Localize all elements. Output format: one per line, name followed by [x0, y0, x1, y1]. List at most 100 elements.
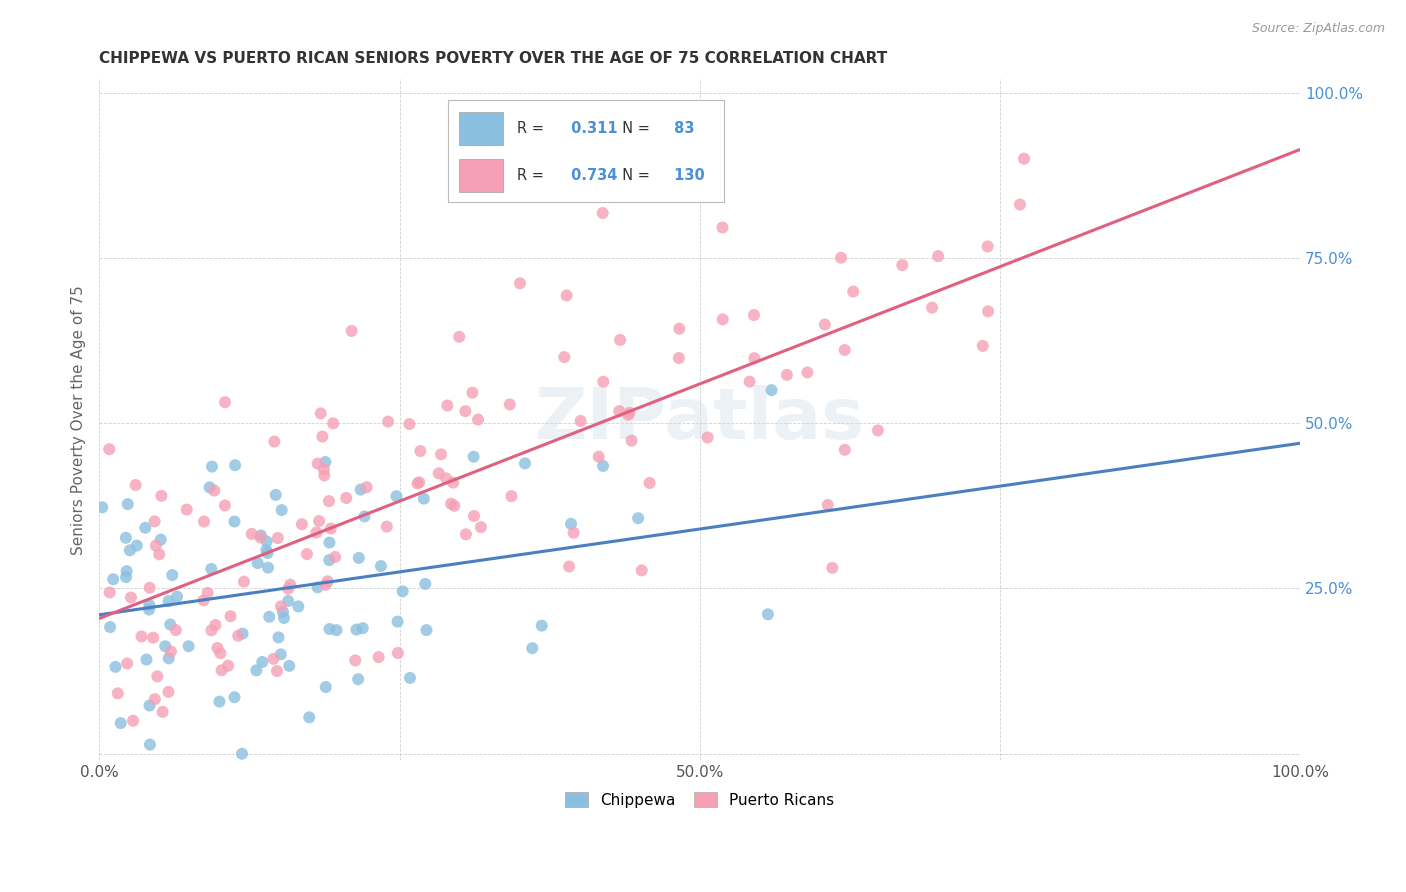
Point [314, 578, 336, 592]
Point [278, 577, 301, 591]
Point [921, 301, 943, 315]
Point [277, 594, 299, 608]
Point [711, 220, 734, 235]
Point [314, 455, 336, 469]
Point [115, 657, 138, 671]
Point [553, 350, 575, 364]
Point [696, 430, 718, 444]
Point [270, 648, 292, 662]
Point [318, 553, 340, 567]
Point [415, 623, 437, 637]
Legend: Chippewa, Puerto Ricans: Chippewa, Puerto Ricans [560, 786, 841, 814]
Point [319, 522, 342, 536]
Point [159, 617, 181, 632]
Point [98, 620, 121, 634]
Point [224, 690, 246, 705]
Point [295, 547, 318, 561]
Point [347, 550, 370, 565]
Point [449, 330, 471, 344]
Point [385, 489, 408, 503]
Point [117, 497, 139, 511]
Point [193, 593, 215, 607]
Point [266, 664, 288, 678]
Point [257, 609, 280, 624]
Point [434, 471, 457, 485]
Point [796, 366, 818, 380]
Point [501, 489, 523, 503]
Point [115, 564, 138, 578]
Point [309, 406, 332, 420]
Point [176, 502, 198, 516]
Text: CHIPPEWA VS PUERTO RICAN SENIORS POVERTY OVER THE AGE OF 75 CORRELATION CHART: CHIPPEWA VS PUERTO RICAN SENIORS POVERTY… [100, 51, 887, 66]
Point [499, 397, 522, 411]
Point [307, 580, 329, 594]
Point [214, 499, 236, 513]
Point [148, 547, 170, 561]
Point [842, 285, 865, 299]
Point [101, 572, 124, 586]
Point [98, 585, 121, 599]
Point [454, 527, 477, 541]
Point [315, 680, 337, 694]
Point [249, 531, 271, 545]
Point [142, 631, 165, 645]
Point [440, 497, 463, 511]
Point [200, 562, 222, 576]
Point [509, 277, 531, 291]
Point [316, 574, 339, 589]
Point [204, 618, 226, 632]
Point [607, 404, 630, 418]
Point [165, 623, 187, 637]
Point [273, 611, 295, 625]
Point [413, 577, 436, 591]
Point [305, 525, 328, 540]
Point [711, 312, 734, 326]
Point [146, 669, 169, 683]
Point [436, 399, 458, 413]
Point [277, 582, 299, 596]
Point [609, 333, 631, 347]
Point [157, 651, 180, 665]
Point [193, 515, 215, 529]
Point [138, 602, 160, 616]
Point [134, 521, 156, 535]
Point [377, 415, 399, 429]
Point [325, 623, 347, 637]
Point [314, 468, 336, 483]
Point [761, 383, 783, 397]
Point [347, 672, 370, 686]
Point [197, 586, 219, 600]
Point [356, 480, 378, 494]
Point [125, 539, 148, 553]
Point [145, 539, 167, 553]
Point [143, 692, 166, 706]
Point [638, 475, 661, 490]
Point [107, 686, 129, 700]
Point [592, 375, 614, 389]
Point [387, 615, 409, 629]
Point [592, 458, 614, 473]
Point [977, 304, 1000, 318]
Point [118, 543, 141, 558]
Point [742, 308, 765, 322]
Point [560, 516, 582, 531]
Point [254, 543, 277, 558]
Point [307, 457, 329, 471]
Point [619, 406, 641, 420]
Point [588, 450, 610, 464]
Point [555, 288, 578, 302]
Point [202, 483, 225, 498]
Point [821, 561, 844, 575]
Point [408, 475, 430, 490]
Point [318, 535, 340, 549]
Point [318, 494, 340, 508]
Point [454, 404, 477, 418]
Point [470, 520, 492, 534]
Point [441, 475, 464, 490]
Point [522, 641, 544, 656]
Point [398, 417, 420, 431]
Point [257, 560, 280, 574]
Point [738, 375, 761, 389]
Point [198, 480, 221, 494]
Point [562, 525, 585, 540]
